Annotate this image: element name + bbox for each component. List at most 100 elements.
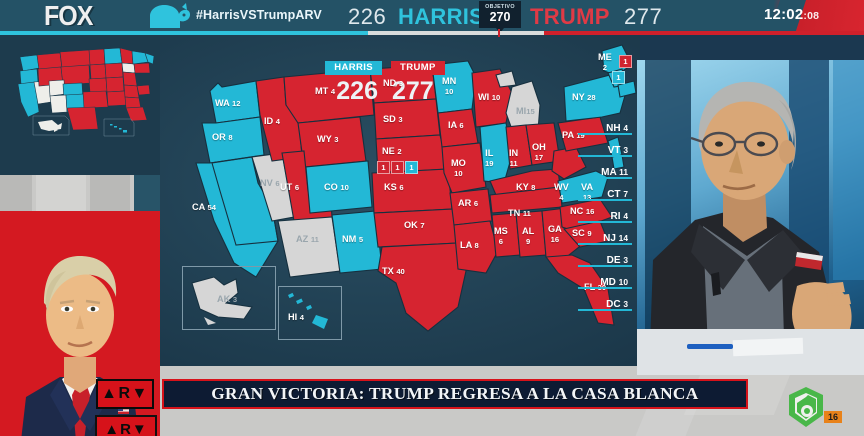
state-CT-underline [578,199,632,201]
list-item[interactable]: VT 3 [570,140,632,162]
label-OH: OH 17 [532,142,546,162]
arv-watermark-label: ▲R▼ [104,421,148,436]
label-NY-abbr: NY [572,92,585,102]
label-NC-votes: 16 [585,207,595,216]
news-ticker: ▲R▼ GRAN VICTORIA: TRUMP REGRESA A LA CA… [96,378,748,410]
label-MT-abbr: MT [315,86,329,96]
state-MD: MD 10 [600,277,628,288]
label-WV-abbr: WV [554,182,569,192]
list-item[interactable]: MA 11 [570,162,632,184]
state-CO [305,160,373,214]
label-IA-abbr: IA [448,120,457,130]
topbar-trump-name: TRUMP [530,4,610,29]
label-ME-votes: 2 [602,62,607,72]
state-MD-abbr: MD [600,277,616,288]
state-DE-abbr: DE [606,255,621,266]
label-MN-abbr: MN [442,76,457,86]
label-WI: WI 10 [478,92,501,103]
label-NV-abbr: NV [260,178,273,188]
state-NJ-votes: 14 [618,233,628,243]
label-UT: UT 6 [280,182,299,193]
arv-watermark-badge: ▲R▼ [95,415,157,436]
state-RI: RI 4 [611,211,628,222]
progress-harris-segment [0,31,368,35]
state-MA-abbr: MA [601,167,617,178]
state-MO [441,142,487,194]
label-TX-abbr: TX [382,266,394,276]
label-ND: ND 3 [383,78,404,89]
state-VA [557,170,609,204]
label-MO: MO 10 [451,158,466,178]
label-KY: KY 8 [516,182,536,193]
label-VA: VA 13 [581,182,594,202]
list-item[interactable]: CT 7 [570,184,632,206]
list-item[interactable]: DC 3 [570,294,632,316]
label-AZ-abbr: AZ [296,234,309,244]
state-VT: VT 3 [608,145,628,156]
ne-d1-label: 1 [381,163,386,172]
label-PA: PA 19 [562,130,585,141]
progress-270-marker [498,29,500,37]
label-AZ: AZ 11 [296,234,319,245]
label-TN: TN 11 [508,208,531,219]
label-LA: LA 8 [460,240,479,251]
list-item[interactable]: NH 4 [570,118,632,140]
label-VA-abbr: VA [581,182,594,192]
state-DC-votes: 3 [623,299,628,309]
list-item[interactable]: DE 3 [570,250,632,272]
label-MT: MT 4 [315,86,335,97]
label-UT-abbr: UT [280,182,293,192]
label-MS: MS 6 [494,226,508,246]
hawaii-label: HI 4 [288,312,304,323]
label-WI-votes: 10 [491,93,501,102]
donkey-icon [150,3,191,28]
objetivo-label: OBJETIVO [485,4,515,11]
label-SD-votes: 3 [398,115,403,124]
label-SD: SD 3 [383,114,403,125]
label-ID-votes: 4 [275,117,280,126]
electoral-map-panel: HARRIS TRUMP 226 277 [160,31,640,366]
state-NH-abbr: NH [606,123,621,134]
list-item[interactable]: NJ 14 [570,228,632,250]
state-NJ: NJ 14 [603,233,628,244]
label-WA-votes: 12 [232,99,241,108]
list-item[interactable]: MD 10 [570,272,632,294]
label-NV-votes: 6 [275,179,280,188]
state-SC [562,220,609,248]
label-ID: ID 4 [264,116,280,127]
label-KS-votes: 6 [399,183,404,192]
label-AR: AR 6 [458,198,478,209]
topbar-harris-name: HARRIS [398,4,485,29]
label-TN-votes: 11 [522,209,531,218]
label-NM-abbr: NM [342,234,357,244]
ne-district-3: 1 [405,161,418,174]
label-NM-votes: 5 [358,235,364,244]
state-CT: CT 7 [607,189,628,200]
mini-map-svg [17,47,155,137]
label-KY-votes: 8 [531,183,536,192]
label-WA: WA 12 [215,98,241,109]
me-d2-label: 1 [616,73,621,82]
list-item[interactable]: RI 4 [570,206,632,228]
label-ND-votes: 3 [398,79,404,88]
label-ME-abbr: ME [598,52,612,62]
state-MD-votes: 10 [618,277,628,287]
label-OK-votes: 7 [420,221,425,230]
clock: 12:02:08 [764,6,819,23]
top-scoreboard-bar: FOX #HarrisVSTrumpARV 226 HARRIS OBJETIV… [0,0,864,31]
state-VT-underline [578,155,632,157]
label-IN: IN 11 [509,148,518,168]
label-ME: ME 2 [598,52,612,72]
label-ID-abbr: ID [264,116,274,126]
state-AR [449,188,493,226]
label-WY-abbr: WY [317,134,332,144]
electoral-progress-bar [0,29,864,37]
age-rating-badge: 16 [824,411,843,423]
alaska-inset-box [182,266,276,330]
label-CO-votes: 10 [340,183,349,192]
wall-block-4 [134,175,160,211]
me-district-1: 1 [619,55,632,68]
wall-block-1 [0,175,32,211]
label-OR-votes: 8 [228,133,233,142]
label-IL: IL 19 [485,148,493,168]
